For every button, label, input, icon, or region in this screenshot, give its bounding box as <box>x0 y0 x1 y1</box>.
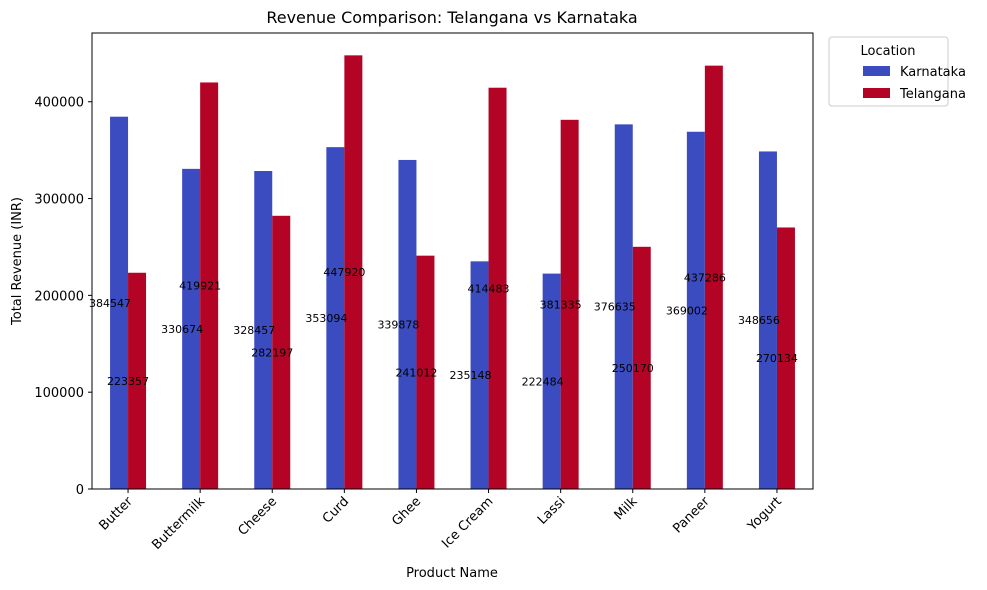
legend-label-karnataka: Karnataka <box>900 65 966 80</box>
data-label-telangana-3: 447920 <box>323 266 365 279</box>
y-tick-label: 200000 <box>34 289 84 304</box>
data-label-telangana-8: 437286 <box>684 271 726 284</box>
legend-label-telangana: Telangana <box>899 87 966 102</box>
bar-telangana-9 <box>776 227 795 489</box>
data-label-karnataka-5: 235148 <box>450 369 492 382</box>
plot-area: 384547 330674 328457 353094 339878 235148 2224… <box>89 32 814 490</box>
bar-karnataka-4 <box>398 159 417 489</box>
bar-telangana-0 <box>128 272 147 489</box>
x-tick-label: Milk <box>612 494 641 523</box>
y-tick-label: 0 <box>76 483 84 498</box>
bar-karnataka-5 <box>470 261 489 489</box>
y-tick-label: 300000 <box>34 193 84 208</box>
bar-telangana-6 <box>560 119 579 490</box>
data-label-karnataka-2: 328457 <box>233 324 275 337</box>
y-axis-title: Total Revenue (INR) <box>10 197 25 326</box>
legend-title: Location <box>861 44 916 59</box>
bar-telangana-2 <box>272 215 291 489</box>
data-label-telangana-9: 270134 <box>756 352 798 365</box>
bar-karnataka-0 <box>110 116 129 490</box>
y-tick-label: 100000 <box>34 386 84 401</box>
bar-karnataka-8 <box>686 131 705 490</box>
bar-telangana-1 <box>200 82 219 490</box>
x-axis-title: Product Name <box>406 566 498 581</box>
x-tick-label: Cheese <box>235 494 280 539</box>
data-label-karnataka-8: 369002 <box>666 304 708 317</box>
x-axis: Butter Buttermilk Cheese Curd Ghee Ice Cream L… <box>96 489 785 553</box>
data-label-karnataka-7: 376635 <box>594 301 636 314</box>
y-tick-label: 400000 <box>34 96 84 111</box>
data-label-karnataka-1: 330674 <box>161 323 203 336</box>
bar-karnataka-7 <box>614 124 633 490</box>
data-label-karnataka-4: 339878 <box>377 318 419 331</box>
data-label-karnataka-3: 353094 <box>305 312 347 325</box>
x-tick-label: Buttermilk <box>149 494 208 553</box>
data-label-karnataka-6: 222484 <box>522 375 564 388</box>
plot-frame <box>91 32 814 490</box>
chart-title: Revenue Comparison: Telangana vs Karnata… <box>266 8 637 27</box>
data-label-telangana-6: 381335 <box>540 298 582 311</box>
legend-swatch-karnataka <box>863 66 890 76</box>
data-label-karnataka-0: 384547 <box>89 297 131 310</box>
bar-karnataka-6 <box>542 273 561 489</box>
x-tick-label: Ice Cream <box>439 494 496 551</box>
x-tick-label: Butter <box>96 494 136 534</box>
data-label-telangana-4: 241012 <box>395 366 437 379</box>
x-tick-label: Curd <box>320 494 352 526</box>
x-tick-label: Ghee <box>389 494 424 529</box>
data-label-telangana-0: 223357 <box>107 375 149 388</box>
bar-telangana-8 <box>704 65 723 489</box>
bar-telangana-3 <box>344 55 363 489</box>
legend-swatch-telangana <box>863 88 890 98</box>
bar-telangana-7 <box>632 246 651 489</box>
bar-karnataka-3 <box>326 147 345 489</box>
data-label-telangana-5: 414483 <box>468 282 510 295</box>
x-tick-label: Yogurt <box>744 494 784 534</box>
legend: Location Karnataka Telangana <box>828 36 966 107</box>
x-tick-label: Paneer <box>670 494 713 537</box>
x-tick-label: Lassi <box>535 494 568 527</box>
data-label-karnataka-9: 348656 <box>738 314 780 327</box>
data-label-telangana-7: 250170 <box>612 362 654 375</box>
bar-telangana-4 <box>416 255 435 489</box>
bar-karnataka-2 <box>254 171 273 489</box>
data-label-telangana-2: 282197 <box>251 346 293 359</box>
bar-telangana-5 <box>488 87 507 489</box>
bar-karnataka-1 <box>182 168 201 489</box>
bar-karnataka-9 <box>758 151 777 489</box>
y-axis: 0 100000 200000 300000 400000 <box>34 96 92 498</box>
data-label-telangana-1: 419921 <box>179 280 221 293</box>
